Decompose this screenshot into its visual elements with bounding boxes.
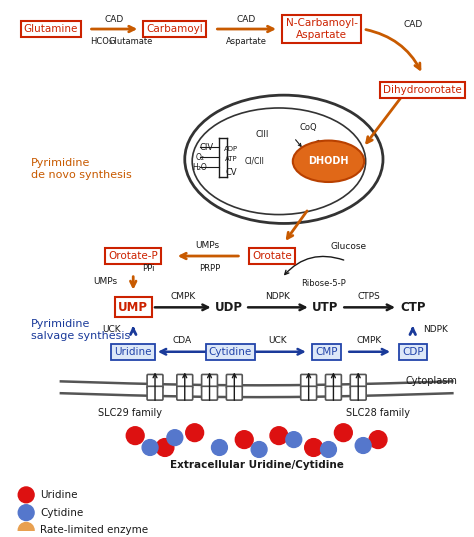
Text: Glutamate: Glutamate <box>108 38 153 46</box>
Circle shape <box>126 427 144 445</box>
Circle shape <box>335 424 352 441</box>
FancyBboxPatch shape <box>350 386 366 400</box>
Text: CMPK: CMPK <box>356 336 382 345</box>
Circle shape <box>18 487 34 503</box>
FancyBboxPatch shape <box>326 374 341 388</box>
Text: Orotate: Orotate <box>252 251 292 261</box>
Text: Orotate-P: Orotate-P <box>109 251 158 261</box>
Text: PPi: PPi <box>142 264 155 273</box>
Text: UCK: UCK <box>269 336 287 345</box>
Text: UMP: UMP <box>118 301 148 314</box>
Circle shape <box>251 441 267 458</box>
Text: SLC29 family: SLC29 family <box>98 408 162 418</box>
Circle shape <box>211 440 228 455</box>
Text: H₂O: H₂O <box>192 163 207 172</box>
Circle shape <box>18 505 34 520</box>
Ellipse shape <box>293 141 364 182</box>
Circle shape <box>142 440 158 455</box>
Text: CTPS: CTPS <box>358 292 381 301</box>
Circle shape <box>286 432 302 447</box>
Text: SLC28 family: SLC28 family <box>346 408 410 418</box>
Text: CTP: CTP <box>400 301 426 314</box>
Text: O₂: O₂ <box>195 153 204 162</box>
Circle shape <box>320 441 337 458</box>
Text: CDP: CDP <box>402 347 424 357</box>
FancyBboxPatch shape <box>301 374 317 388</box>
Circle shape <box>18 523 34 537</box>
Text: ADP: ADP <box>224 147 238 153</box>
Text: Extracellular Uridine/Cytidine: Extracellular Uridine/Cytidine <box>170 460 344 470</box>
Circle shape <box>369 431 387 448</box>
Text: CAD: CAD <box>403 19 422 28</box>
Text: Carbamoyl: Carbamoyl <box>146 24 203 34</box>
Text: N-Carbamoyl-
Aspartate: N-Carbamoyl- Aspartate <box>285 18 357 40</box>
Text: CoQ: CoQ <box>300 123 318 132</box>
Text: CMP: CMP <box>315 347 338 357</box>
FancyBboxPatch shape <box>147 374 163 388</box>
Text: Glutamine: Glutamine <box>24 24 78 34</box>
Text: Glucose: Glucose <box>330 242 366 251</box>
FancyBboxPatch shape <box>227 374 242 388</box>
FancyBboxPatch shape <box>201 386 218 400</box>
Text: CMPK: CMPK <box>170 292 195 301</box>
Text: Cytidine: Cytidine <box>40 507 83 518</box>
Text: CIII: CIII <box>255 130 269 139</box>
Text: CDA: CDA <box>172 336 191 345</box>
Text: CAD: CAD <box>105 14 124 24</box>
Text: Cytoplasm: Cytoplasm <box>405 376 457 386</box>
Circle shape <box>270 427 288 445</box>
FancyBboxPatch shape <box>177 374 193 388</box>
Circle shape <box>186 424 204 441</box>
Text: Pyrimidine
salvage synthesis: Pyrimidine salvage synthesis <box>31 319 130 341</box>
Text: PRPP: PRPP <box>199 264 220 273</box>
Text: CAD: CAD <box>237 14 256 24</box>
Text: Pyrimidine
de novo synthesis: Pyrimidine de novo synthesis <box>31 158 132 180</box>
Text: UDP: UDP <box>215 301 243 314</box>
Circle shape <box>167 430 183 446</box>
FancyBboxPatch shape <box>326 386 341 400</box>
Text: Cytidine: Cytidine <box>209 347 252 357</box>
FancyBboxPatch shape <box>227 386 242 400</box>
Text: NDPK: NDPK <box>265 292 291 301</box>
Text: UMPs: UMPs <box>195 241 219 250</box>
Text: CV: CV <box>226 168 237 177</box>
Circle shape <box>305 439 322 456</box>
FancyBboxPatch shape <box>301 386 317 400</box>
Circle shape <box>235 431 253 448</box>
Circle shape <box>355 438 371 453</box>
Text: Uridine: Uridine <box>40 490 78 500</box>
Text: UTP: UTP <box>312 301 339 314</box>
Text: CIV: CIV <box>200 143 214 152</box>
Text: Rate-limited enzyme: Rate-limited enzyme <box>40 525 148 535</box>
Text: UMPs: UMPs <box>93 277 118 286</box>
Text: Aspartate: Aspartate <box>226 38 267 46</box>
Text: Dihydroorotate: Dihydroorotate <box>383 85 462 95</box>
Text: UCK: UCK <box>102 324 121 333</box>
Text: ATP: ATP <box>225 156 237 162</box>
Text: Ribose-5-P: Ribose-5-P <box>301 279 346 288</box>
FancyBboxPatch shape <box>201 374 218 388</box>
FancyBboxPatch shape <box>350 374 366 388</box>
Text: Uridine: Uridine <box>114 347 152 357</box>
FancyBboxPatch shape <box>147 386 163 400</box>
Text: CI/CII: CI/CII <box>244 157 264 166</box>
Circle shape <box>156 439 174 456</box>
Text: NDPK: NDPK <box>423 324 448 333</box>
FancyBboxPatch shape <box>177 386 193 400</box>
Text: DHODH: DHODH <box>308 156 349 166</box>
Text: HCO₃⁻: HCO₃⁻ <box>91 38 117 46</box>
